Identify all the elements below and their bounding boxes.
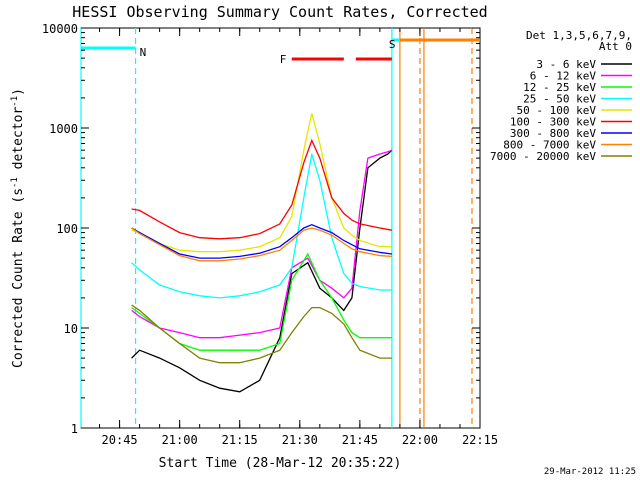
y-tick-label-3: 1000: [49, 122, 78, 136]
legend-label-6: 300 - 800 keV: [510, 127, 596, 140]
series-line-8: [131, 304, 392, 364]
timestamp: 29-Mar-2012 11:25: [544, 467, 636, 477]
legend-label-7: 800 - 7000 keV: [503, 139, 596, 152]
x-axis-ticks: 20:45 21:00 21:15 21:30 21:45 22:00 22:15: [99, 28, 498, 447]
x-tick-label-4: 21:45: [342, 433, 378, 447]
legend-label-8: 7000 - 20000 keV: [490, 150, 596, 163]
flag-label-1: F: [280, 53, 287, 66]
x-tick-label-0: 20:45: [102, 433, 138, 447]
y-axis-ticks: 1 10 100 1000 10000: [42, 22, 480, 436]
x-tick-label-1: 21:00: [162, 433, 198, 447]
series-line-6: [131, 223, 392, 259]
legend-label-3: 25 - 50 keV: [523, 93, 596, 106]
y-axis-label: Corrected Count Rate (s-1 detector-1): [10, 88, 26, 368]
vertical-markers: [80, 28, 473, 428]
y-tick-label-4: 10000: [42, 22, 78, 36]
series-line-3: [131, 153, 392, 299]
x-tick-label-6: 22:15: [462, 433, 498, 447]
flag-bars: N F S: [81, 38, 480, 66]
y-tick-label-1: 10: [64, 322, 78, 336]
legend-header-line2: Att 0: [599, 40, 632, 53]
x-tick-label-5: 22:00: [402, 433, 438, 447]
y-tick-label-2: 100: [56, 222, 78, 236]
x-tick-label-3: 21:30: [282, 433, 318, 447]
x-axis-label: Start Time (28-Mar-12 20:35:22): [159, 456, 402, 471]
legend-label-0: 3 - 6 keV: [536, 58, 596, 71]
chart-title: HESSI Observing Summary Count Rates, Cor…: [72, 3, 487, 21]
flag-label-2: S: [389, 38, 396, 51]
series-line-7: [131, 227, 392, 262]
series-line-5: [131, 138, 393, 240]
legend-label-1: 6 - 12 keV: [530, 70, 597, 83]
legend-label-4: 50 - 100 keV: [517, 104, 597, 117]
legend-label-5: 100 - 300 keV: [510, 116, 596, 129]
series-line-4: [131, 113, 392, 253]
legend-label-2: 12 - 25 keV: [523, 81, 596, 94]
legend-header-line1: Det 1,3,5,6,7,9,: [526, 29, 632, 42]
flag-label-0: N: [140, 46, 147, 59]
series-line-1: [131, 149, 393, 339]
x-tick-label-2: 21:15: [222, 433, 258, 447]
series-lines: [131, 113, 393, 393]
y-tick-label-0: 1: [71, 422, 78, 436]
